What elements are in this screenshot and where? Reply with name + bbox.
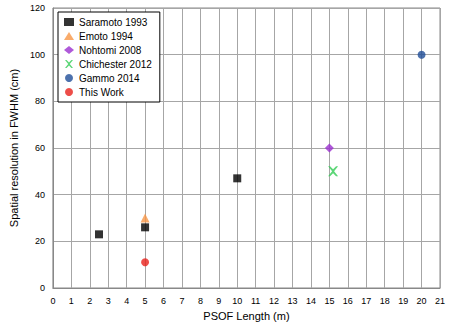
svg-text:This Work: This Work [79,87,125,98]
svg-text:100: 100 [30,50,45,60]
svg-text:12: 12 [269,296,279,306]
svg-text:60: 60 [35,143,45,153]
svg-text:8: 8 [198,296,203,306]
svg-text:19: 19 [398,296,408,306]
svg-text:0: 0 [40,283,45,293]
svg-text:Saramoto 1993: Saramoto 1993 [79,17,148,28]
svg-text:Emoto 1994: Emoto 1994 [79,31,133,42]
svg-text:Nohtomi 2008: Nohtomi 2008 [79,45,142,56]
svg-text:20: 20 [35,236,45,246]
svg-text:7: 7 [179,296,184,306]
svg-text:18: 18 [380,296,390,306]
svg-text:Gammo 2014: Gammo 2014 [79,73,140,84]
svg-text:4: 4 [124,296,129,306]
svg-text:Spatial resolution in FWHM (cm: Spatial resolution in FWHM (cm) [8,69,20,227]
svg-text:80: 80 [35,96,45,106]
svg-text:40: 40 [35,190,45,200]
svg-text:0: 0 [50,296,55,306]
svg-text:5: 5 [143,296,148,306]
svg-text:14: 14 [306,296,316,306]
svg-text:16: 16 [343,296,353,306]
svg-text:20: 20 [417,296,427,306]
svg-text:21: 21 [435,296,445,306]
svg-text:PSOF Length (m): PSOF Length (m) [203,310,289,322]
svg-text:10: 10 [232,296,242,306]
svg-text:6: 6 [161,296,166,306]
svg-text:120: 120 [30,3,45,13]
svg-text:2: 2 [87,296,92,306]
svg-text:11: 11 [251,296,260,306]
svg-text:17: 17 [361,296,371,306]
svg-text:Chichester 2012: Chichester 2012 [79,59,152,70]
svg-text:1: 1 [69,296,74,306]
svg-text:13: 13 [288,296,298,306]
svg-text:3: 3 [106,296,111,306]
svg-text:15: 15 [324,296,334,306]
svg-text:9: 9 [216,296,221,306]
